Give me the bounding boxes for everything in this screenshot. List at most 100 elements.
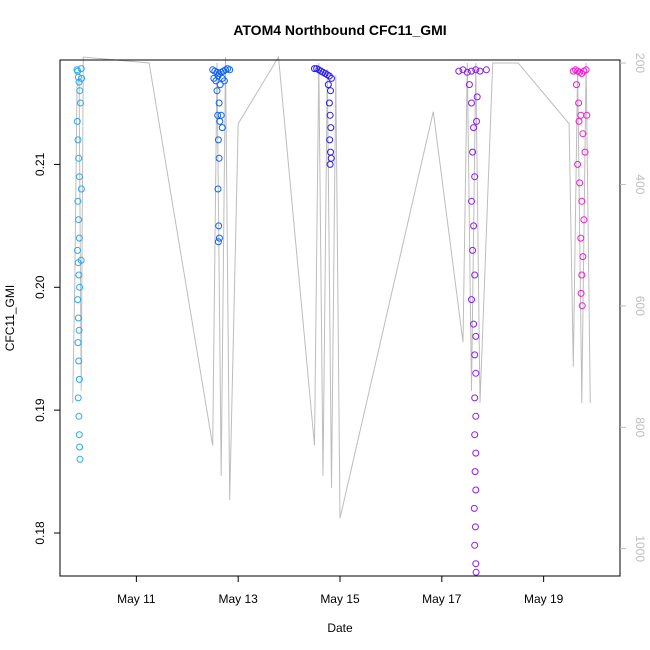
y-axis-label: CFC11_GMI [3,285,17,351]
data-point [471,523,479,531]
data-point [76,443,84,451]
data-point [214,136,222,144]
data-point [74,197,82,205]
data-point [468,67,475,75]
data-point [75,154,83,162]
data-point [311,65,318,73]
data-point [78,74,86,82]
data-point [473,93,481,101]
data-point [578,197,586,205]
data-point [463,68,471,76]
data-point [472,369,480,377]
data-point [325,99,333,107]
series-4 [455,66,490,576]
data-point [471,541,479,549]
data-point [471,271,479,279]
data-point [215,99,223,107]
data-point [326,160,334,168]
data-point [455,67,463,75]
data-point [578,302,586,310]
data-point [220,77,228,85]
data-point [74,246,81,254]
data-point [324,81,332,89]
data-point [575,99,583,107]
pressure-line [72,55,591,519]
y-axis-right: 200 400 600 800 1000 [620,53,647,562]
data-point [581,148,589,156]
data-point [472,332,480,340]
data-point [77,99,84,107]
data-point [471,394,479,402]
data-point [471,468,479,476]
y-tick-label: 0.21 [33,152,47,176]
data-point [75,431,83,439]
data-point [472,568,480,576]
chart-title: ATOM4 Northbound CFC11_GMI [233,22,446,38]
data-point [579,253,587,261]
data-point [470,222,478,230]
y-right-tick-label: 1000 [633,535,647,562]
data-point [468,296,475,304]
data-point [77,256,85,264]
data-point [327,87,334,95]
data-point [75,173,83,181]
data-point [217,111,225,119]
data-point [75,357,83,365]
data-point [471,431,479,439]
data-point [472,560,480,568]
data-point [326,136,334,144]
series-1 [73,65,86,463]
data-point [214,238,222,246]
data-point [218,124,226,132]
data-point [472,486,480,494]
x-axis-label: Date [327,621,353,635]
data-point [472,449,480,457]
data-point [576,179,584,187]
data-point [214,185,222,193]
data-point [75,234,83,242]
data-point [577,289,585,297]
pressure-profile-layer [72,55,591,519]
data-point [76,283,84,291]
series-3 [311,65,335,168]
data-point [473,117,480,125]
x-tick-label: May 11 [117,592,156,606]
data-point [74,394,82,402]
data-point [213,87,221,95]
data-point [215,154,223,162]
data-point [471,173,479,181]
data-point [469,148,477,156]
data-point [73,117,81,125]
data-point [472,412,480,420]
data-point [215,234,223,242]
data-point [214,111,222,119]
x-axis: May 11 May 13 May 15 May 17 May 19 [117,576,564,606]
data-point [74,136,82,144]
series-5 [569,66,591,310]
x-tick-label: May 19 [524,592,564,606]
data-point [476,67,484,75]
x-tick-label: May 15 [320,592,360,606]
points-layer [73,65,591,576]
data-point [76,87,84,95]
data-point [482,66,490,74]
data-point [468,99,475,107]
data-point [465,81,473,89]
data-point [577,234,585,242]
data-point [326,111,334,119]
y-right-tick-label: 200 [633,53,647,73]
data-point [470,320,478,328]
data-point [471,351,479,359]
data-point [582,66,590,74]
y-right-tick-label: 600 [633,296,647,316]
series-2 [209,65,234,246]
y-tick-label: 0.19 [33,398,47,422]
data-point [75,326,83,334]
data-point [578,271,586,279]
y-tick-label: 0.20 [33,275,47,299]
data-point [74,296,82,304]
data-point [472,66,480,74]
data-point [215,222,223,230]
data-point [77,185,85,193]
